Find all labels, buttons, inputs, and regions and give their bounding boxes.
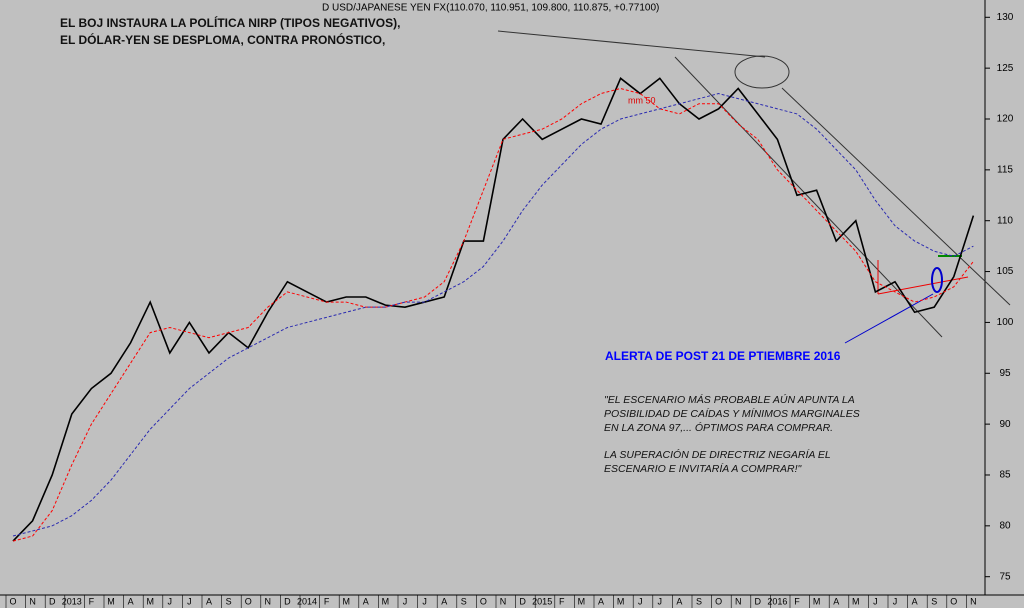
- trendline: [497, 30, 766, 58]
- x-tick-label: D: [49, 596, 56, 606]
- x-tick-label: J: [403, 596, 408, 606]
- x-tick-label: O: [950, 596, 957, 606]
- y-tick-label: 125: [997, 63, 1014, 74]
- x-tick-label: O: [480, 596, 487, 606]
- x-tick-label: A: [441, 596, 447, 606]
- y-tick-label: 95: [999, 368, 1011, 379]
- x-tick-label: N: [735, 596, 742, 606]
- y-tick-label: 130: [997, 12, 1014, 23]
- x-tick-label: M: [382, 596, 390, 606]
- y-tick-label: 90: [999, 419, 1011, 430]
- x-tick-label: J: [187, 596, 192, 606]
- x-tick-label: 2016: [767, 596, 787, 606]
- title-line: EL DÓLAR-YEN SE DESPLOMA, CONTRA PRONÓST…: [60, 32, 385, 47]
- y-tick-label: 100: [997, 317, 1014, 328]
- channel-line: [781, 87, 1011, 306]
- x-tick-label: M: [578, 596, 586, 606]
- series-line: [12, 87, 974, 542]
- x-tick-label: S: [226, 596, 232, 606]
- y-tick-label: 115: [997, 164, 1013, 175]
- x-tick-label: J: [873, 596, 878, 606]
- x-tick-label: 2014: [297, 596, 317, 606]
- x-tick-label: S: [461, 596, 467, 606]
- x-tick-label: S: [696, 596, 702, 606]
- x-tick-label: F: [89, 596, 95, 606]
- x-tick-label: A: [128, 596, 134, 606]
- x-tick-label: J: [658, 596, 663, 606]
- x-tick-label: M: [342, 596, 350, 606]
- x-tick-label: M: [813, 596, 821, 606]
- y-tick-label: 105: [997, 266, 1014, 277]
- y-tick-label: 120: [997, 114, 1014, 125]
- x-tick-label: 2015: [532, 596, 552, 606]
- x-tick-label: A: [676, 596, 682, 606]
- quote-line: POSIBILIDAD DE CAÍDAS Y MÍNIMOS MARGINAL…: [604, 407, 860, 420]
- x-tick-label: N: [970, 596, 977, 606]
- header: D USD/JAPANESE YEN FX(110.070, 110.951, …: [322, 3, 659, 14]
- x-tick-label: M: [617, 596, 625, 606]
- x-tick-label: M: [852, 596, 860, 606]
- x-tick-label: D: [284, 596, 291, 606]
- x-tick-label: O: [715, 596, 722, 606]
- alert: ALERTA DE POST 21 DE PTIEMBRE 2016: [605, 349, 841, 363]
- x-tick-label: A: [833, 596, 839, 606]
- x-tick-label: O: [9, 596, 16, 606]
- x-tick-label: F: [324, 596, 330, 606]
- x-tick-label: D: [755, 596, 762, 606]
- x-tick-label: 2013: [62, 596, 82, 606]
- x-tick-label: A: [912, 596, 918, 606]
- quote-line: LA SUPERACIÓN DE DIRECTRIZ NEGARÍA EL: [604, 448, 831, 461]
- x-tick-label: O: [245, 596, 252, 606]
- y-tick-label: 75: [999, 571, 1011, 582]
- x-tick-label: S: [931, 596, 937, 606]
- x-tick-label: M: [107, 596, 115, 606]
- x-tick-label: N: [265, 596, 272, 606]
- series-line: [12, 77, 975, 542]
- highlight: [734, 55, 790, 89]
- pointer: [844, 293, 934, 344]
- x-tick-label: J: [638, 596, 643, 606]
- y-tick-label: 110: [997, 215, 1013, 226]
- y-tick-label: 80: [999, 520, 1011, 531]
- x-tick-label: F: [559, 596, 565, 606]
- x-tick-label: A: [598, 596, 604, 606]
- series-line: [12, 93, 974, 537]
- x-tick-label: J: [168, 596, 173, 606]
- x-tick-label: J: [422, 596, 427, 606]
- x-tick-label: A: [363, 596, 369, 606]
- x-tick-label: J: [893, 596, 898, 606]
- quote-line: EN LA ZONA 97,... ÓPTIMOS PARA COMPRAR.: [604, 421, 833, 434]
- x-tick-label: M: [146, 596, 154, 606]
- title-line: EL BOJ INSTAURA LA POLÍTICA NIRP (TIPOS …: [60, 15, 400, 30]
- x-tick-label: A: [206, 596, 212, 606]
- y-tick-label: 85: [999, 470, 1011, 481]
- quote-line: ESCENARIO E INVITARÍA A COMPRAR!": [604, 462, 803, 475]
- x-tick-label: F: [794, 596, 800, 606]
- x-tick-label: D: [519, 596, 526, 606]
- ma-label: mm 50: [628, 95, 656, 105]
- quote-line: "EL ESCENARIO MÁS PROBABLE AÚN APUNTA LA: [604, 393, 855, 406]
- highlight: [931, 267, 943, 293]
- x-tick-label: N: [500, 596, 507, 606]
- x-tick-label: N: [29, 596, 36, 606]
